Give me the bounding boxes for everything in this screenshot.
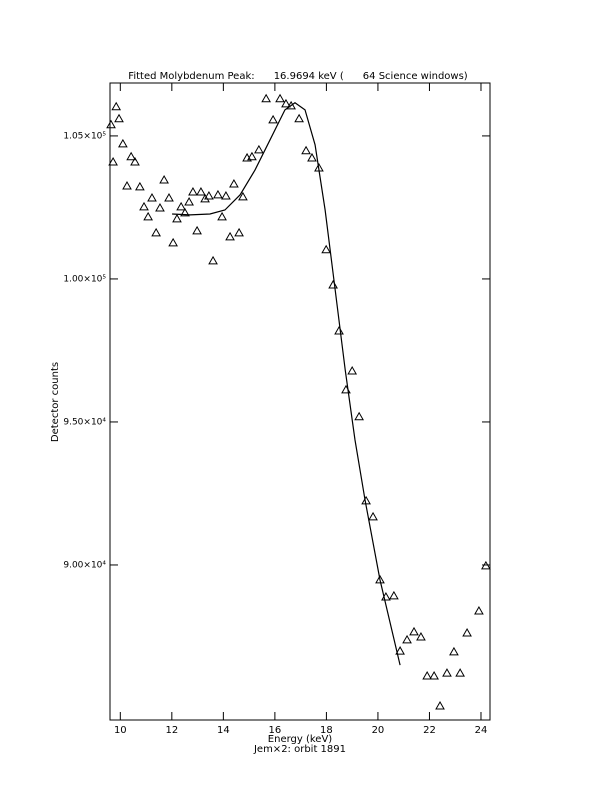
data-point (328, 279, 338, 289)
data-point (106, 119, 116, 129)
x-tick-label: 12 (165, 725, 178, 736)
data-point (180, 207, 190, 217)
data-point (238, 191, 248, 201)
data-point (184, 196, 194, 206)
y-axis-label: Detector counts (50, 362, 61, 442)
data-point (416, 632, 426, 641)
data-point (281, 98, 291, 108)
data-point (114, 113, 124, 123)
data-point (354, 411, 364, 421)
data-point (208, 255, 218, 265)
data-point (307, 152, 317, 162)
data-point (111, 101, 122, 111)
data-point (429, 670, 439, 680)
data-point (225, 231, 235, 241)
data-point (147, 192, 157, 202)
y-tick-label: 1.05×10⁵ (63, 131, 106, 141)
data-point (204, 190, 214, 200)
data-point (135, 181, 145, 191)
data-point (130, 156, 140, 166)
subtitle: Jem×2: orbit 1891 (253, 744, 346, 755)
chart-title: Fitted Molybdenum Peak: 16.9694 keV ( 64… (128, 71, 468, 82)
data-point (143, 211, 153, 221)
x-tick-label: 24 (475, 725, 488, 736)
data-point (234, 227, 244, 237)
x-tick-label: 20 (372, 725, 385, 736)
data-point (368, 511, 378, 521)
data-point (247, 151, 257, 161)
data-point (200, 193, 210, 203)
data-point (435, 700, 445, 710)
data-point (188, 186, 198, 196)
data-point (321, 244, 332, 254)
data-point (254, 144, 264, 154)
data-point (108, 156, 118, 166)
data-point (118, 138, 128, 148)
data-point (275, 93, 285, 103)
data-point (294, 113, 304, 123)
data-point (213, 189, 223, 199)
data-point (375, 574, 385, 584)
data-point (286, 100, 296, 110)
data-point (462, 628, 472, 637)
data-point (159, 174, 169, 184)
data-point (422, 670, 433, 680)
data-point (192, 225, 202, 235)
data-point (155, 202, 165, 212)
y-tick-label: 9.50×10⁴ (63, 417, 106, 427)
x-tick-label: 18 (320, 725, 333, 736)
data-point (481, 560, 491, 570)
x-axis-label: Energy (keV) (268, 734, 333, 745)
data-point (261, 93, 271, 103)
data-point (268, 114, 278, 124)
data-point (395, 646, 405, 655)
x-tick-label: 14 (217, 725, 230, 736)
data-point (164, 192, 174, 202)
data-point (221, 190, 231, 200)
y-tick-label: 9.00×10⁴ (63, 560, 106, 570)
data-point (151, 227, 161, 237)
data-point (334, 325, 344, 335)
data-point (168, 237, 178, 247)
data-point (217, 211, 227, 221)
x-tick-label: 22 (423, 725, 436, 736)
x-tick-label: 10 (114, 725, 127, 736)
data-point (122, 180, 132, 190)
data-point (139, 201, 149, 211)
data-point (126, 151, 136, 161)
data-point (402, 634, 412, 644)
data-point (172, 213, 182, 223)
data-point (389, 590, 399, 600)
data-point (229, 178, 239, 188)
data-point (449, 646, 459, 656)
plot-frame (109, 82, 491, 721)
y-tick-label: 1.00×10⁵ (63, 274, 106, 284)
data-point (176, 201, 186, 211)
data-point (347, 366, 358, 375)
data-point (301, 145, 311, 155)
data-point (196, 186, 206, 196)
data-point (474, 606, 484, 615)
data-point (455, 668, 465, 677)
x-tick-label: 16 (269, 725, 282, 736)
data-point (409, 626, 419, 636)
fit-line (172, 101, 401, 666)
data-point (442, 668, 452, 677)
